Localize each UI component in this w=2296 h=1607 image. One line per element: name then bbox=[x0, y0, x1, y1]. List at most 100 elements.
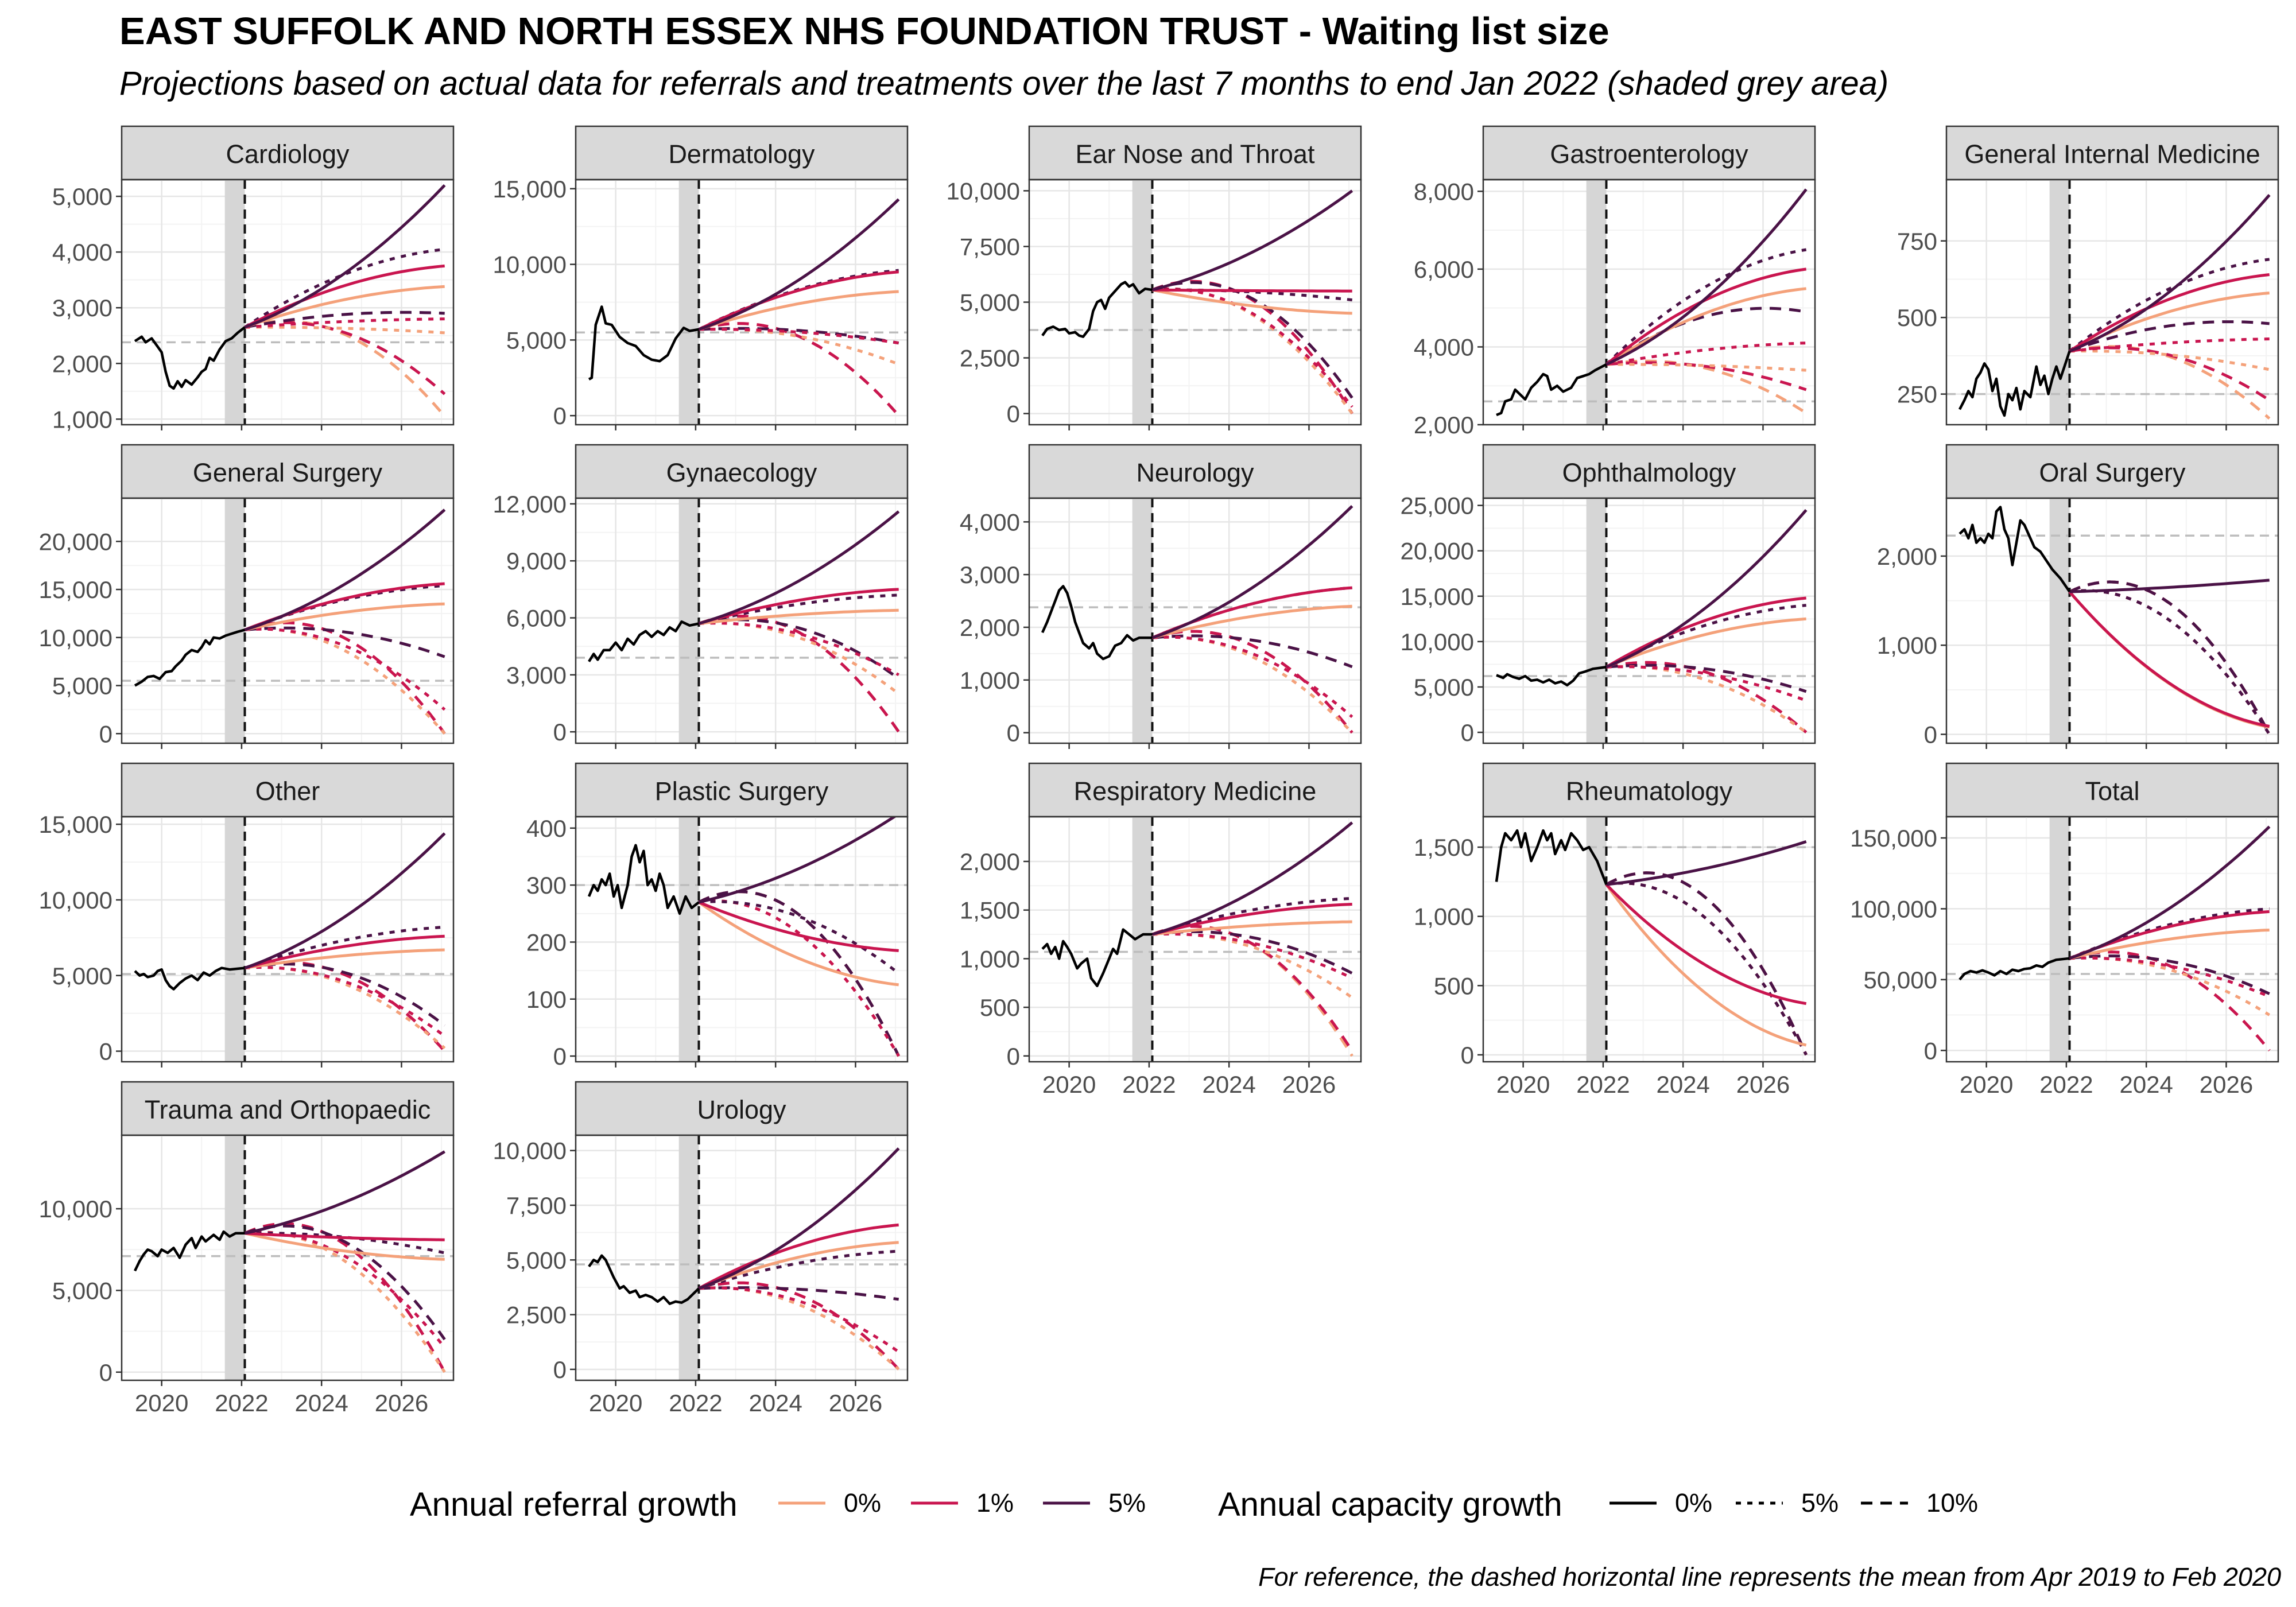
projection-r5-c10 bbox=[2069, 580, 2271, 735]
y-tick-label: 2,000 bbox=[1877, 543, 1937, 570]
projection-r1-c10 bbox=[244, 961, 446, 1053]
projection-lines bbox=[1496, 509, 1808, 734]
projection-lines bbox=[134, 832, 446, 1053]
shaded-window bbox=[224, 180, 245, 425]
panel-title: Gastroenterology bbox=[1550, 139, 1748, 169]
projection-r5-c0 bbox=[698, 510, 900, 625]
projection-r1-c10 bbox=[1151, 280, 1353, 414]
actual-series bbox=[1496, 363, 1607, 417]
y-tick-label: 0 bbox=[99, 720, 113, 747]
legend-key-capacity-1 bbox=[1736, 1501, 1783, 1505]
projection-r1-c0 bbox=[698, 1223, 899, 1290]
projection-r0-c5 bbox=[245, 1231, 446, 1373]
panel-title: Gynaecology bbox=[666, 458, 817, 487]
panel-border bbox=[121, 178, 455, 426]
y-tick-label: 5,000 bbox=[52, 1277, 113, 1304]
y-tick-label: 1,000 bbox=[960, 667, 1020, 694]
projection-lines bbox=[133, 1150, 446, 1373]
y-tick-label: 10,000 bbox=[1401, 628, 1474, 655]
projection-r1-c0 bbox=[244, 264, 445, 329]
y-tick-label: 2,000 bbox=[960, 848, 1020, 875]
capacity-legend-title: Annual capacity growth bbox=[1218, 1486, 1562, 1523]
actual-series bbox=[588, 305, 699, 381]
y-tick-label: 500 bbox=[980, 994, 1020, 1021]
actual-series bbox=[1958, 506, 2071, 593]
y-tick-label: 500 bbox=[1434, 972, 1474, 999]
projection-r5-c0 bbox=[1605, 188, 1808, 366]
x-tick-label: 2020 bbox=[1042, 1071, 1096, 1098]
projection-r5-c5 bbox=[1151, 896, 1352, 936]
projection-r0-c5 bbox=[1606, 882, 1808, 1056]
y-tick-label: 500 bbox=[1897, 304, 1937, 331]
projection-r1-c5 bbox=[1152, 932, 1353, 980]
projection-r0-c10 bbox=[244, 320, 446, 418]
panel-border bbox=[1028, 816, 1362, 1063]
panel-strip bbox=[1945, 444, 2279, 499]
projection-r1-c0 bbox=[1152, 288, 1352, 293]
projection-r1-c0 bbox=[1151, 903, 1352, 936]
y-tick-label: 9,000 bbox=[506, 548, 567, 575]
projection-lines bbox=[1041, 505, 1353, 734]
projection-r0-c5 bbox=[1152, 635, 1353, 734]
shaded-window bbox=[678, 817, 699, 1062]
projection-r0-c5 bbox=[1606, 665, 1808, 734]
projection-r0-c0 bbox=[1151, 288, 1352, 315]
panel-border bbox=[575, 816, 909, 1063]
y-tick-label: 1,000 bbox=[1877, 632, 1937, 659]
panel-title: Trauma and Orthopaedic bbox=[145, 1095, 431, 1124]
projection-r1-c5 bbox=[2069, 956, 2270, 998]
y-tick-label: 10,000 bbox=[39, 887, 113, 914]
x-tick-label: 2020 bbox=[1960, 1071, 2013, 1098]
projection-r1-c5 bbox=[1152, 288, 1353, 408]
projection-lines bbox=[587, 817, 900, 1057]
y-tick-label: 0 bbox=[1461, 1042, 1474, 1069]
projection-r1-c0 bbox=[244, 934, 445, 970]
projection-r1-c0 bbox=[698, 900, 899, 952]
projection-lines bbox=[588, 198, 900, 417]
panel-title: Plastic Surgery bbox=[655, 777, 829, 806]
panel-border bbox=[1482, 816, 1816, 1063]
projection-r0-c0 bbox=[2068, 591, 2270, 729]
panel-urology: Urology 0 2,500 5,000 7,500 10,000 2020 2022 202… bbox=[493, 1081, 909, 1416]
panel-strip bbox=[1482, 762, 1816, 818]
x-tick-label: 2020 bbox=[135, 1389, 188, 1416]
y-tick-label: 4,000 bbox=[960, 509, 1020, 535]
projection-r5-c10 bbox=[699, 327, 899, 345]
y-tick-label: 7,500 bbox=[960, 233, 1020, 260]
projection-r1-c10 bbox=[1151, 925, 1353, 1052]
y-tick-label: 5,000 bbox=[52, 673, 113, 700]
panel-title: Ear Nose and Throat bbox=[1076, 139, 1315, 169]
projection-r1-c5 bbox=[1606, 882, 1808, 1056]
projection-lines bbox=[1958, 825, 2271, 1051]
projection-r5-c10 bbox=[1152, 634, 1353, 669]
shaded-window bbox=[2049, 498, 2070, 743]
projection-r5-c10 bbox=[1151, 281, 1353, 399]
y-tick-label: 1,500 bbox=[960, 897, 1020, 924]
projection-r1-c0 bbox=[2068, 591, 2270, 728]
projection-r5-c0 bbox=[2069, 579, 2270, 593]
projection-r1-c10 bbox=[1151, 630, 1353, 734]
shaded-window bbox=[224, 1135, 245, 1380]
projection-r5-c0 bbox=[244, 509, 446, 631]
panel-title: Cardiology bbox=[226, 139, 350, 169]
panel-border bbox=[575, 178, 909, 426]
y-tick-label: 2,500 bbox=[960, 345, 1020, 372]
projection-r5-c10 bbox=[1152, 930, 1353, 975]
y-tick-label: 100 bbox=[526, 986, 567, 1013]
projection-r0-c0 bbox=[1151, 604, 1352, 639]
projection-r5-c0 bbox=[1605, 509, 1808, 669]
projection-r0-c0 bbox=[698, 290, 899, 331]
projection-r5-c0 bbox=[1151, 821, 1353, 936]
panel-general-surgery: General Surgery 0 5,000 10,000 15,000 20,000 bbox=[39, 444, 455, 749]
projection-r0-c5 bbox=[699, 622, 900, 695]
projection-r5-c0 bbox=[1606, 840, 1807, 886]
y-tick-label: 0 bbox=[99, 1038, 113, 1065]
panel-plastic-surgery: Plastic Surgery 0 100 200 300 400 bbox=[526, 762, 909, 1070]
panel-title: General Internal Medicine bbox=[1964, 139, 2260, 169]
y-tick-label: 25,000 bbox=[1401, 492, 1474, 519]
panel-strip bbox=[575, 125, 909, 181]
projection-r5-c5 bbox=[1605, 248, 1807, 366]
x-tick-label: 2022 bbox=[215, 1389, 268, 1416]
panel-strip bbox=[121, 762, 455, 818]
panel-title: Rheumatology bbox=[1566, 777, 1733, 806]
